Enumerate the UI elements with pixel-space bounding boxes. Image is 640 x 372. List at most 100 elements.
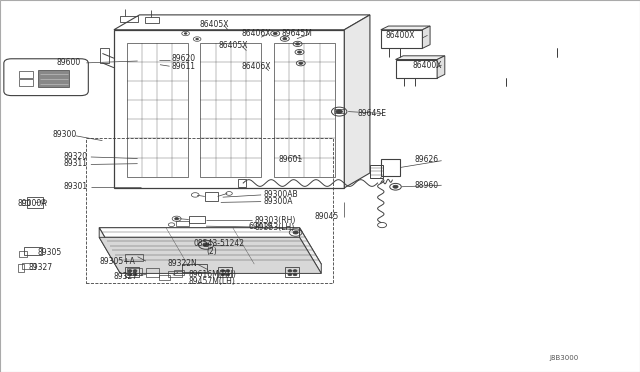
Bar <box>19 79 33 86</box>
Text: 89305+A: 89305+A <box>99 257 135 266</box>
Circle shape <box>296 43 300 45</box>
Bar <box>370 165 383 178</box>
Text: 89045: 89045 <box>315 212 339 221</box>
Text: 89320: 89320 <box>64 152 88 161</box>
Text: 89645M: 89645M <box>282 29 312 38</box>
Text: 89601: 89601 <box>278 155 303 164</box>
Circle shape <box>393 185 398 188</box>
Bar <box>159 275 170 280</box>
Polygon shape <box>437 56 445 78</box>
Text: 89322N: 89322N <box>168 259 197 268</box>
Circle shape <box>226 273 230 276</box>
Bar <box>174 270 184 275</box>
Circle shape <box>293 231 298 234</box>
Polygon shape <box>381 26 430 30</box>
Circle shape <box>133 270 137 272</box>
Bar <box>334 109 344 113</box>
Circle shape <box>221 270 225 272</box>
Bar <box>114 30 344 188</box>
Polygon shape <box>99 228 321 264</box>
Polygon shape <box>114 15 370 30</box>
Bar <box>381 159 400 176</box>
Bar <box>176 221 189 226</box>
Circle shape <box>273 32 277 35</box>
Circle shape <box>226 270 230 272</box>
Text: 08543-51242: 08543-51242 <box>193 239 244 248</box>
Text: 86405X: 86405X <box>200 20 229 29</box>
Bar <box>381 30 422 48</box>
Text: 89600: 89600 <box>56 58 81 67</box>
Bar <box>285 267 299 277</box>
FancyBboxPatch shape <box>4 59 88 96</box>
Bar <box>205 192 218 201</box>
Text: (2): (2) <box>206 247 217 256</box>
Text: 89611: 89611 <box>172 62 196 71</box>
Text: 86406X: 86406X <box>242 29 271 38</box>
Bar <box>127 268 142 275</box>
Bar <box>19 251 27 257</box>
Polygon shape <box>300 228 321 273</box>
Text: 89305: 89305 <box>37 248 61 257</box>
Text: 69419: 69419 <box>248 222 273 231</box>
Bar <box>86 138 333 283</box>
Polygon shape <box>344 15 370 188</box>
Bar <box>218 267 232 277</box>
Bar <box>22 200 29 205</box>
Text: 89457M(LH): 89457M(LH) <box>189 278 236 286</box>
Bar <box>120 16 138 22</box>
Bar <box>19 71 33 78</box>
Bar <box>27 197 43 208</box>
Bar <box>189 216 205 223</box>
Bar <box>125 254 143 261</box>
Bar <box>18 264 24 272</box>
Text: J8B3000: J8B3000 <box>549 355 579 361</box>
Polygon shape <box>422 26 430 48</box>
Bar <box>24 247 42 255</box>
Circle shape <box>128 273 132 276</box>
Bar <box>22 263 35 269</box>
Bar <box>145 17 159 23</box>
Text: 89303(RH): 89303(RH) <box>255 216 296 225</box>
Bar <box>396 60 437 78</box>
Text: 86400X: 86400X <box>413 61 442 70</box>
Text: 89616M(RH): 89616M(RH) <box>189 270 237 279</box>
Text: 89626: 89626 <box>415 155 439 164</box>
Bar <box>168 271 182 277</box>
Circle shape <box>299 62 303 64</box>
Bar <box>100 48 109 63</box>
Polygon shape <box>99 237 321 273</box>
Circle shape <box>175 218 179 220</box>
Circle shape <box>293 273 297 276</box>
Text: 86406X: 86406X <box>242 62 271 71</box>
Bar <box>127 43 188 177</box>
Text: 89353(LH): 89353(LH) <box>255 223 295 232</box>
Circle shape <box>203 243 209 247</box>
Circle shape <box>184 33 187 34</box>
Circle shape <box>288 270 292 272</box>
Text: 89300A: 89300A <box>263 197 292 206</box>
Text: 89327: 89327 <box>114 272 138 280</box>
Circle shape <box>288 273 292 276</box>
Text: 89327: 89327 <box>29 263 53 272</box>
Circle shape <box>128 270 132 272</box>
Text: 89301: 89301 <box>64 182 88 190</box>
Circle shape <box>298 51 301 53</box>
Text: 88960: 88960 <box>415 181 439 190</box>
Circle shape <box>336 110 342 113</box>
Bar <box>182 264 207 272</box>
Polygon shape <box>396 56 445 60</box>
Bar <box>238 179 246 187</box>
Text: 89620: 89620 <box>172 54 196 63</box>
Bar <box>38 70 69 87</box>
Bar <box>146 268 159 277</box>
Circle shape <box>221 273 225 276</box>
Circle shape <box>196 38 198 40</box>
Polygon shape <box>99 228 120 273</box>
Circle shape <box>283 38 287 40</box>
Bar <box>125 267 139 277</box>
Text: 86400X: 86400X <box>385 31 415 40</box>
Bar <box>274 43 335 177</box>
Circle shape <box>293 270 297 272</box>
Circle shape <box>133 273 137 276</box>
Text: 89000A: 89000A <box>18 199 47 208</box>
